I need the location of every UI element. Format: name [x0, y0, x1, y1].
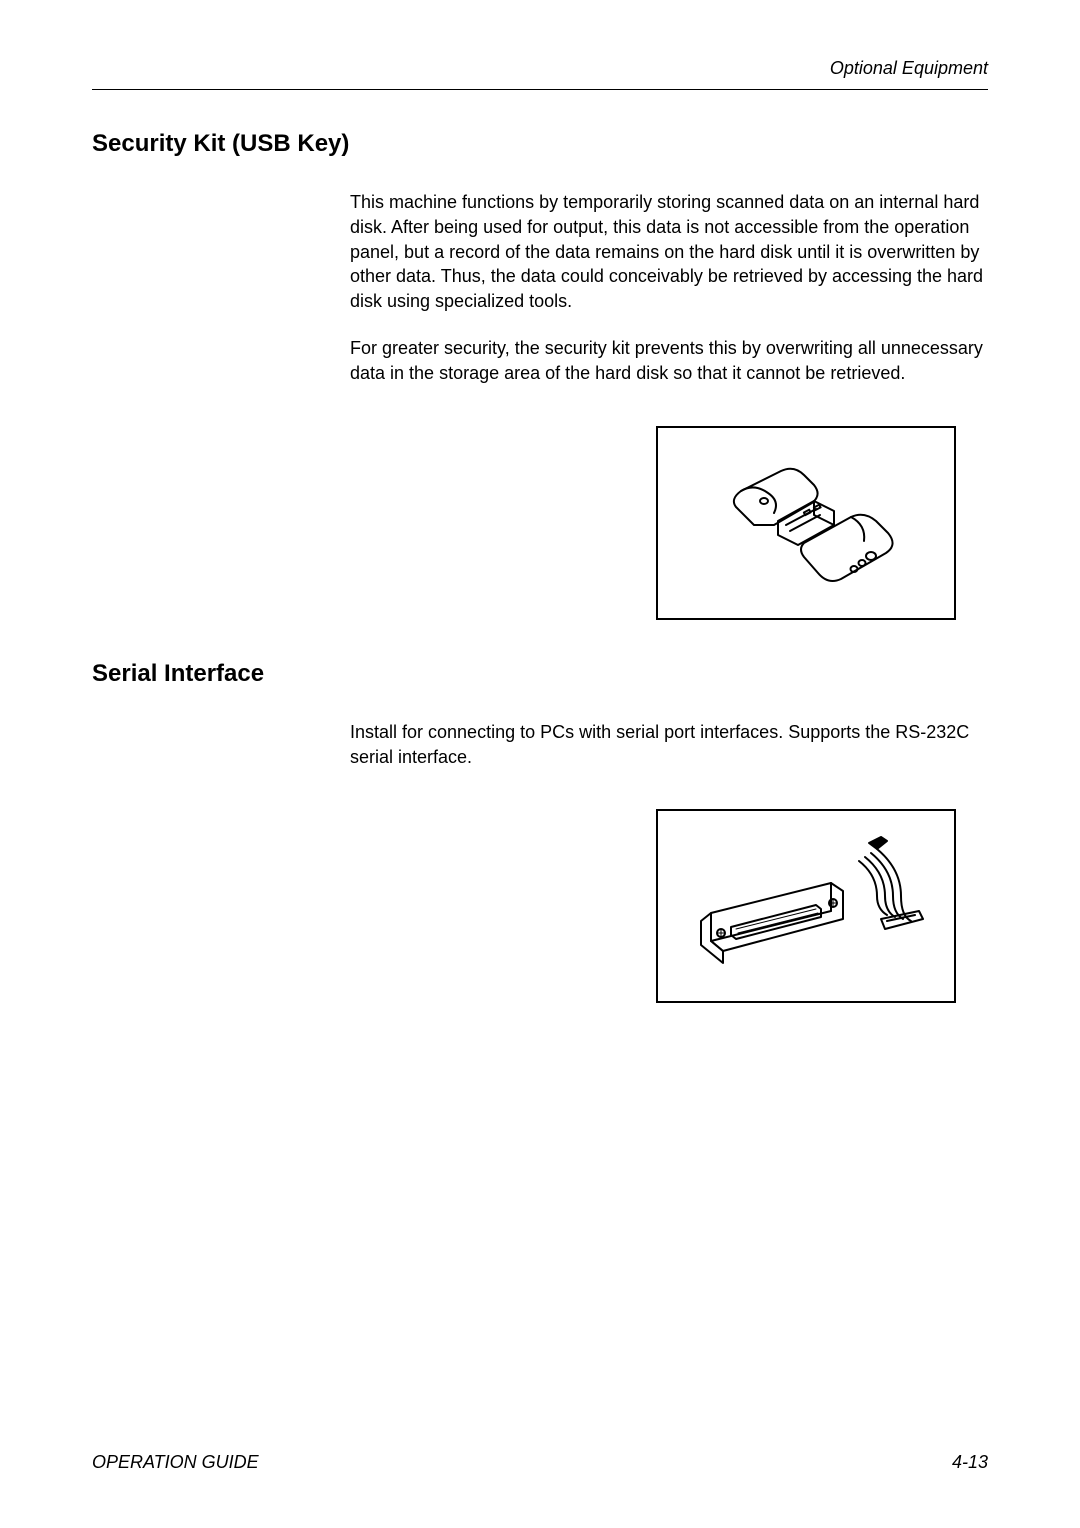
heading-serial-interface: Serial Interface: [92, 660, 988, 688]
security-kit-para-2: For greater security, the security kit p…: [350, 336, 988, 386]
figure-serial-interface: [656, 809, 956, 1003]
security-kit-para-1: This machine functions by temporarily st…: [350, 190, 988, 314]
heading-security-kit: Security Kit (USB Key): [92, 130, 988, 158]
figure-usb-key: [656, 426, 956, 620]
usb-key-icon: [686, 453, 926, 593]
header-rule: [92, 89, 988, 90]
footer-guide-label: OPERATION GUIDE: [92, 1452, 259, 1473]
footer-page-number: 4-13: [952, 1452, 988, 1473]
header-label: Optional Equipment: [92, 58, 988, 89]
serial-interface-icon: [671, 821, 941, 991]
document-page: Optional Equipment Security Kit (USB Key…: [0, 0, 1080, 1528]
page-footer: OPERATION GUIDE 4-13: [92, 1452, 988, 1473]
serial-interface-para-1: Install for connecting to PCs with seria…: [350, 720, 988, 770]
